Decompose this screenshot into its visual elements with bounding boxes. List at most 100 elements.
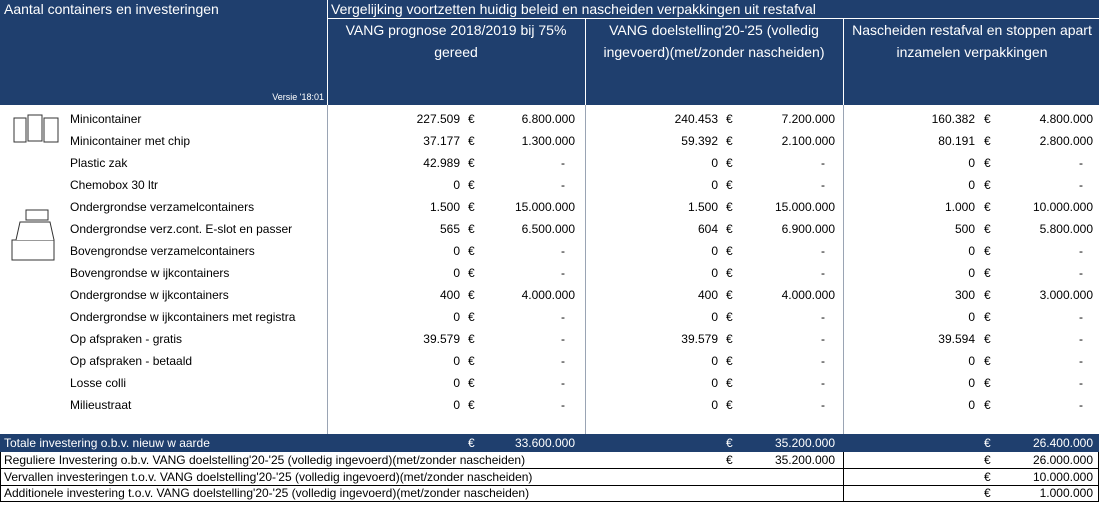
amount: 6.500.000 <box>521 222 575 236</box>
currency: € <box>726 288 733 302</box>
currency: € <box>726 453 733 467</box>
currency: € <box>726 156 733 170</box>
cell-border <box>0 485 1 503</box>
currency: € <box>468 244 475 258</box>
row-label: Ondergrondse w ijkcontainers <box>70 288 229 302</box>
summary-label: Additionele investering t.o.v. VANG doel… <box>4 486 530 501</box>
count: 0 <box>711 310 718 324</box>
row-label: Ondergrondse verzamelcontainers <box>70 200 255 214</box>
amount: - <box>1079 332 1083 346</box>
row-label: Milieustraat <box>70 398 132 412</box>
column-header: VANG prognose 2018/2019 bij 75% gereed <box>345 22 567 60</box>
amount: - <box>561 398 565 412</box>
amount: 2.100.000 <box>781 134 835 148</box>
count: 0 <box>968 156 975 170</box>
count: 0 <box>968 376 975 390</box>
amount: - <box>561 266 565 280</box>
amount: - <box>1079 310 1083 324</box>
currency: € <box>984 469 991 484</box>
count: 39.579 <box>681 332 718 346</box>
currency: € <box>468 134 475 148</box>
count: 0 <box>711 354 718 368</box>
total-bg <box>0 434 1099 452</box>
cell-border <box>843 468 844 486</box>
amount: - <box>561 376 565 390</box>
count: 0 <box>711 244 718 258</box>
amount: 5.800.000 <box>1039 222 1093 236</box>
count: 160.382 <box>931 112 975 126</box>
count: 0 <box>968 178 975 192</box>
amount: 15.000.000 <box>514 200 575 214</box>
count: 0 <box>968 266 975 280</box>
currency: € <box>984 310 991 324</box>
amount: - <box>561 332 565 346</box>
divider <box>327 105 328 434</box>
currency: € <box>468 436 475 450</box>
currency: € <box>984 436 991 450</box>
divider <box>843 18 844 105</box>
amount: - <box>1079 354 1083 368</box>
summary-amount: 1.000.000 <box>1039 486 1093 501</box>
count: 227.509 <box>416 112 460 126</box>
currency: € <box>726 244 733 258</box>
count: 39.579 <box>423 332 460 346</box>
comparison-title: Vergelijking voortzetten huidig beleid e… <box>331 1 816 17</box>
count: 0 <box>711 178 718 192</box>
count: 0 <box>711 156 718 170</box>
count: 500 <box>954 222 975 236</box>
row-border <box>0 501 1099 503</box>
row-label: Minicontainer <box>70 112 142 126</box>
count: 0 <box>711 398 718 412</box>
summary-label: Reguliere Investering o.b.v. VANG doelst… <box>4 453 526 467</box>
currency: € <box>726 222 733 236</box>
cell-border <box>843 485 844 503</box>
currency: € <box>726 266 733 280</box>
currency: € <box>984 134 991 148</box>
currency: € <box>984 453 991 467</box>
currency: € <box>984 222 991 236</box>
currency: € <box>984 398 991 412</box>
divider <box>327 0 328 105</box>
currency: € <box>468 112 475 126</box>
title: Aantal containers en investeringen <box>4 1 219 17</box>
amount: 10.000.000 <box>1032 200 1093 214</box>
count: 0 <box>968 310 975 324</box>
amount: - <box>821 332 825 346</box>
count: 0 <box>968 244 975 258</box>
currency: € <box>984 112 991 126</box>
currency: € <box>468 178 475 192</box>
row-label: Chemobox 30 ltr <box>70 178 159 192</box>
count: 604 <box>697 222 718 236</box>
amount: - <box>1079 266 1083 280</box>
column-header: Nascheiden restafval en stoppen apart in… <box>852 22 1092 60</box>
row-label: Bovengrondse verzamelcontainers <box>70 244 255 258</box>
count: 0 <box>711 376 718 390</box>
amount: 7.200.000 <box>781 112 835 126</box>
count: 80.191 <box>938 134 975 148</box>
currency: € <box>726 354 733 368</box>
currency: € <box>468 310 475 324</box>
total-label: Totale investering o.b.v. nieuw w aarde <box>4 436 210 450</box>
icons <box>11 114 59 261</box>
currency: € <box>984 376 991 390</box>
divider <box>327 18 1099 19</box>
count: 0 <box>453 310 460 324</box>
amount: - <box>821 178 825 192</box>
count: 0 <box>453 266 460 280</box>
currency: € <box>468 266 475 280</box>
currency: € <box>468 156 475 170</box>
cell-border <box>0 468 1 486</box>
currency: € <box>468 398 475 412</box>
row-label: Ondergrondse verz.cont. E-slot en passer <box>70 222 293 236</box>
count: 39.594 <box>938 332 975 346</box>
header-bg <box>0 0 1099 105</box>
count: 37.177 <box>423 134 460 148</box>
count: 0 <box>453 354 460 368</box>
summary-amount: 26.000.000 <box>1032 453 1093 467</box>
row-border <box>0 484 1099 486</box>
currency: € <box>726 112 733 126</box>
amount: 3.000.000 <box>1039 288 1093 302</box>
count: 1.500 <box>687 200 718 214</box>
count: 400 <box>697 288 718 302</box>
